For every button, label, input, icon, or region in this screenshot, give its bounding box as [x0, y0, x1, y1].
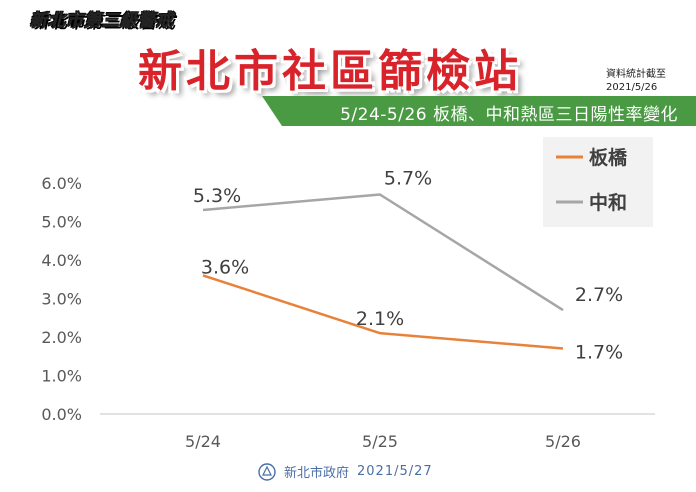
footer-date: 2021/5/27 [357, 464, 433, 479]
subtitle-text: 5/24-5/26 板橋、中和熱區三日陽性率變化 [340, 105, 678, 125]
footer: 新北市政府 2021/5/27 [258, 462, 433, 481]
data-label: 2.7% [575, 284, 623, 306]
y-tick-label: 2.0% [41, 328, 82, 347]
y-tick-label: 6.0% [41, 174, 82, 193]
x-tick-label: 5/25 [362, 432, 398, 451]
zhonghe-series-line [202, 193, 564, 312]
subtitle-banner: 5/24-5/26 板橋、中和熱區三日陽性率變化 [262, 96, 696, 126]
x-tick-label: 5/24 [185, 432, 221, 451]
y-tick-label: 3.0% [41, 290, 82, 309]
y-tick-label: 0.0% [41, 405, 82, 424]
data-label: 1.7% [575, 342, 623, 364]
footer-logo-text: 新北市政府 [284, 466, 350, 481]
y-tick-label: 4.0% [41, 251, 82, 270]
alert-level-tag: 新北市第三級警戒 [30, 11, 174, 32]
data-as-of-date: 2021/5/26 [606, 82, 658, 93]
data-label: 5.7% [384, 168, 432, 190]
banqiao-series-line [202, 274, 564, 350]
page-title: 新北市社區篩檢站 [138, 46, 522, 97]
data-label: 5.3% [193, 185, 241, 207]
data-as-of-note: 資料統計截至 2021/5/26 [606, 68, 688, 94]
data-as-of-label: 資料統計截至 [606, 69, 666, 80]
legend-background [543, 137, 653, 227]
y-tick-label: 5.0% [41, 213, 82, 232]
legend-label: 板橋 [589, 146, 628, 169]
ntpc-logo-icon [258, 462, 276, 481]
data-label: 2.1% [356, 308, 404, 330]
legend-label: 中和 [589, 191, 627, 214]
x-tick-label: 5/26 [545, 432, 581, 451]
data-label: 3.6% [201, 256, 249, 278]
y-tick-label: 1.0% [41, 367, 82, 386]
